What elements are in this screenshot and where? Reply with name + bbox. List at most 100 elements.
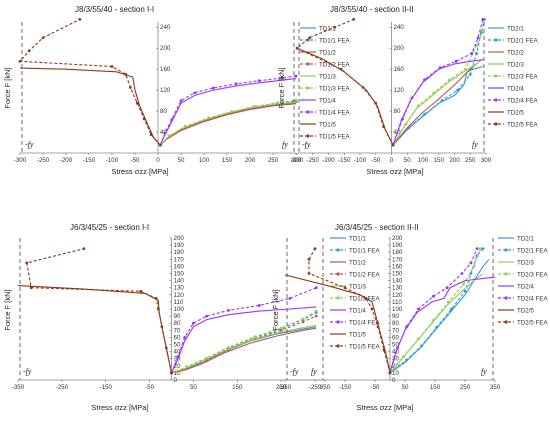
data-point bbox=[149, 133, 153, 137]
y-tick-label: 140 bbox=[392, 278, 403, 285]
x-tick-label: 150 bbox=[222, 157, 233, 164]
data-point bbox=[333, 25, 337, 29]
y-tick-label: 150 bbox=[174, 271, 185, 278]
series-line-td1-3-fea bbox=[159, 99, 297, 146]
data-point bbox=[469, 272, 473, 275]
x-tick-label: 350 bbox=[490, 384, 501, 391]
x-tick-label: -250 bbox=[56, 384, 69, 391]
legend-label: TD1/5 bbox=[319, 121, 336, 128]
data-point bbox=[307, 272, 311, 275]
data-point bbox=[308, 36, 311, 40]
series-line-td2-3-fea bbox=[389, 248, 481, 374]
series-line-td2-1 bbox=[392, 65, 484, 146]
y-tick-label: 150 bbox=[392, 271, 403, 278]
legend-label: TD1/1 FEA bbox=[349, 247, 380, 254]
data-point bbox=[435, 326, 438, 329]
y-tick-label: 180 bbox=[174, 249, 185, 256]
x-tick-label: -300 bbox=[291, 157, 304, 164]
data-point bbox=[230, 110, 234, 114]
data-point bbox=[343, 286, 347, 290]
data-point bbox=[185, 365, 189, 368]
y-tick-label: 160 bbox=[160, 66, 171, 73]
data-point bbox=[184, 124, 188, 128]
series-line-td1-4 bbox=[159, 78, 297, 146]
legend-label: TD1/2 bbox=[319, 49, 336, 56]
data-point bbox=[454, 59, 458, 63]
data-point bbox=[416, 104, 420, 108]
legend-marker bbox=[504, 272, 508, 276]
y-tick-label: 170 bbox=[392, 256, 403, 263]
x-tick-label: 350 bbox=[320, 384, 331, 391]
data-point bbox=[205, 356, 208, 360]
y-tick-label: 160 bbox=[392, 263, 403, 270]
x-tick-label: -200 bbox=[60, 157, 73, 164]
data-point bbox=[234, 82, 238, 86]
y-tick-label: 80 bbox=[174, 320, 181, 327]
legend-label: TD2/3 bbox=[517, 259, 534, 266]
series-line-td1-1-fea bbox=[159, 100, 297, 146]
chart-panel-2: J8/3/55/40 - section II-II-fy fy-300 -250-… bbox=[277, 5, 538, 176]
x-tick-label: 250 bbox=[460, 384, 471, 391]
pos-fy-label: fy bbox=[282, 140, 288, 149]
series-line-td1-3-fea bbox=[171, 310, 317, 374]
y-tick-label: 10 bbox=[174, 370, 181, 377]
data-point bbox=[464, 67, 467, 71]
series-line-td1-2 bbox=[159, 103, 297, 146]
y-tick-label: 130 bbox=[174, 285, 185, 292]
y-tick-label: 120 bbox=[392, 292, 403, 299]
data-point bbox=[370, 307, 374, 311]
x-tick-label: 250 bbox=[276, 384, 287, 391]
series-line-td2-1 bbox=[389, 258, 490, 374]
series-line-td1-1 bbox=[159, 102, 297, 146]
data-point bbox=[211, 86, 215, 90]
series-line-td1-3 bbox=[159, 101, 297, 146]
x-tick-label: -350 bbox=[279, 384, 292, 391]
legend-marker bbox=[306, 86, 310, 90]
data-point bbox=[432, 91, 436, 95]
legend-marker bbox=[336, 272, 340, 276]
legend-label: TD1/5 bbox=[349, 331, 366, 338]
data-point bbox=[279, 328, 283, 332]
y-tick-label: 70 bbox=[174, 327, 181, 334]
legend-label: TD1/4 FEA bbox=[319, 109, 350, 116]
x-tick-label: -250 bbox=[309, 384, 322, 391]
data-point bbox=[475, 44, 478, 47]
data-point bbox=[29, 286, 33, 290]
legend-marker bbox=[504, 296, 508, 300]
legend-label: TD2/3 bbox=[507, 61, 524, 68]
data-point bbox=[448, 78, 452, 82]
data-point bbox=[25, 261, 29, 265]
y-tick-label: 90 bbox=[174, 313, 181, 320]
x-tick-label: -50 bbox=[145, 384, 155, 391]
data-point bbox=[470, 52, 474, 55]
data-point bbox=[41, 36, 45, 40]
y-tick-label: 60 bbox=[392, 334, 399, 341]
pos-fy-label: fy bbox=[472, 140, 478, 149]
y-tick-label: 60 bbox=[174, 334, 181, 341]
data-point bbox=[82, 247, 86, 251]
series-line-td2-4-fea bbox=[389, 248, 478, 374]
data-point bbox=[313, 247, 317, 251]
legend-label: TD1/3 bbox=[319, 73, 336, 80]
legend-marker bbox=[306, 110, 310, 114]
x-tick-label: 300 bbox=[481, 157, 492, 164]
y-tick-label: 20 bbox=[174, 363, 181, 370]
x-tick-label: 250 bbox=[465, 157, 476, 164]
x-tick-label: -300 bbox=[14, 157, 27, 164]
y-tick-label: 80 bbox=[160, 108, 167, 115]
x-tick-label: -150 bbox=[100, 384, 113, 391]
data-point bbox=[295, 46, 299, 50]
series-line-td2-4 bbox=[389, 276, 496, 374]
data-point bbox=[475, 247, 479, 251]
data-point bbox=[124, 73, 128, 76]
data-point bbox=[279, 326, 283, 330]
y-tick-label: 190 bbox=[174, 242, 185, 249]
data-point bbox=[450, 307, 453, 311]
x-axis-label: Stress σzz [MPa] bbox=[111, 167, 168, 176]
x-tick-label: 50 bbox=[190, 384, 197, 391]
data-point bbox=[481, 247, 485, 251]
y-tick-label: 170 bbox=[174, 256, 185, 263]
y-tick-label: 160 bbox=[394, 66, 405, 73]
data-point bbox=[18, 59, 22, 63]
legend-label: TD2/1 bbox=[517, 235, 534, 242]
